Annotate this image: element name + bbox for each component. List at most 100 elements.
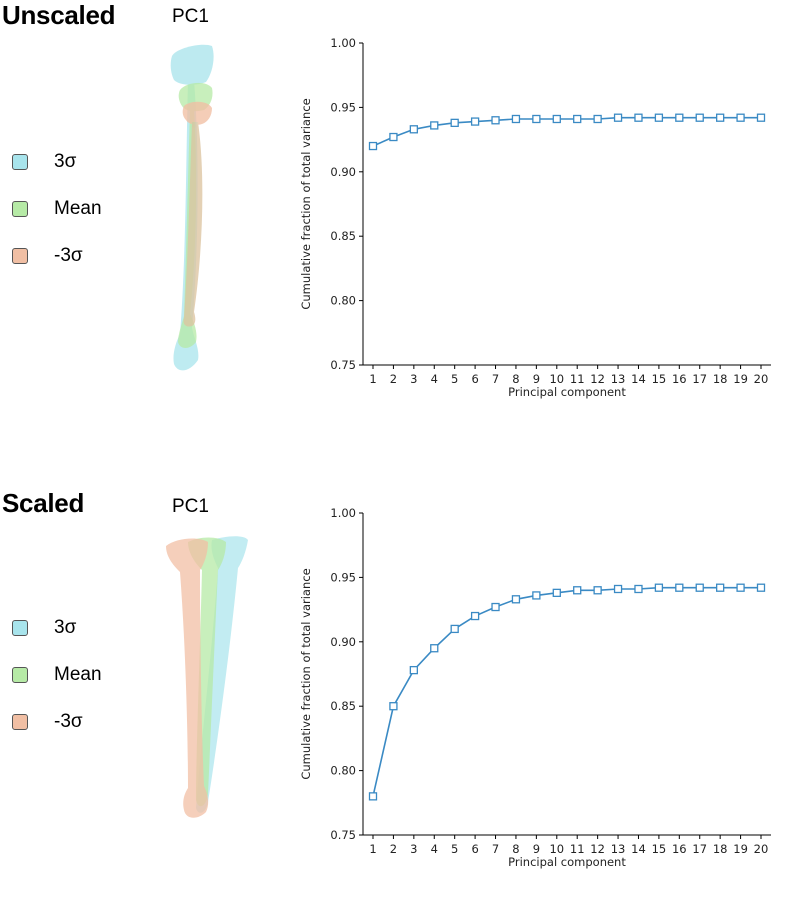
x-tick-label: 13 [611, 842, 626, 856]
panel-scaled: Scaled PC1 3σ Mean -3σ 0.75 0.80 0.85 0.90 0… [0, 466, 788, 906]
data-point-marker [593, 586, 602, 595]
data-point-marker [491, 116, 500, 125]
legend-item-minus3sigma: -3σ [12, 244, 102, 268]
legend-label: 3σ [54, 151, 77, 172]
x-tick-label: 16 [672, 372, 687, 386]
data-point-marker [389, 702, 398, 711]
data-point-marker [511, 595, 521, 604]
x-tick-label: 1 [369, 372, 376, 386]
legend: 3σ Mean -3σ [12, 150, 102, 291]
legend-item-mean: Mean [12, 663, 102, 687]
x-tick-label: 20 [754, 842, 769, 856]
x-tick-label: 9 [533, 372, 540, 386]
y-tick-label: 1.00 [330, 506, 356, 520]
x-tick-label: 7 [492, 372, 499, 386]
x-tick-label: 20 [754, 372, 769, 386]
x-tick-label: 2 [390, 372, 397, 386]
legend-swatch [12, 201, 28, 217]
data-point-marker [532, 591, 541, 600]
x-tick-label: 17 [692, 842, 707, 856]
legend-swatch [12, 714, 28, 730]
data-point-marker [470, 611, 480, 621]
data-point-marker [532, 114, 541, 124]
legend-label: Mean [54, 198, 102, 219]
data-point-marker [368, 792, 378, 801]
x-tick-label: 11 [570, 372, 585, 386]
data-point-marker [409, 665, 418, 675]
y-tick-label: 1.00 [330, 36, 356, 50]
x-tick-label: 15 [652, 372, 667, 386]
legend-item-mean: Mean [12, 197, 102, 221]
data-point-marker [470, 117, 480, 126]
data-point-marker [450, 118, 459, 128]
x-tick-label: 13 [611, 372, 626, 386]
legend-swatch [12, 667, 28, 683]
data-point-marker [654, 113, 664, 122]
y-tick-label: 0.80 [330, 294, 356, 308]
legend-label: Mean [54, 664, 102, 685]
x-tick-label: 19 [733, 372, 748, 386]
data-point-marker [675, 583, 684, 592]
legend-item-minus3sigma: -3σ [12, 710, 102, 734]
section-title: Scaled [2, 488, 85, 518]
bone-shape-illustration [166, 536, 248, 818]
data-point-marker [654, 583, 664, 592]
legend-label: -3σ [54, 711, 83, 732]
data-point-marker [716, 113, 725, 122]
data-point-marker [716, 583, 725, 592]
x-tick-label: 17 [692, 372, 707, 386]
data-point-marker [736, 113, 745, 122]
data-point-marker [756, 113, 766, 122]
y-tick-label: 0.90 [330, 635, 356, 649]
bone-minus3sigma [182, 101, 212, 327]
x-tick-label: 15 [652, 842, 667, 856]
x-axis-label: Principal component [508, 855, 626, 869]
x-tick-label: 4 [431, 842, 438, 856]
x-tick-label: 9 [533, 842, 540, 856]
bone-shape-illustration [170, 44, 214, 371]
data-point-marker [695, 583, 704, 592]
data-point-marker [573, 114, 582, 124]
x-tick-label: 4 [431, 372, 438, 386]
legend-label: -3σ [54, 245, 83, 266]
legend-swatch [12, 154, 28, 170]
data-point-marker [573, 586, 582, 595]
y-axis-label: Cumulative fraction of total variance [299, 568, 313, 779]
data-point-marker [736, 583, 745, 592]
data-point-marker [675, 113, 684, 122]
data-point-marker [430, 121, 439, 130]
y-tick-label: 0.95 [330, 100, 356, 114]
series-line [372, 586, 761, 797]
x-tick-label: 3 [410, 372, 417, 386]
y-tick-label: 0.95 [330, 570, 356, 584]
x-tick-label: 2 [390, 842, 397, 856]
chart-unscaled: 0.750.800.850.900.951.001 2 3 4 5 6 7 8 9 10 11 12 1… [299, 36, 771, 399]
x-tick-label: 3 [410, 842, 417, 856]
x-tick-label: 18 [713, 842, 728, 856]
x-tick-label: 10 [549, 842, 564, 856]
x-axis-label: Principal component [508, 385, 626, 399]
x-tick-label: 8 [512, 842, 519, 856]
data-point-marker [634, 113, 643, 122]
section-title: Unscaled [2, 0, 116, 30]
x-tick-label: 8 [512, 372, 519, 386]
data-point-marker [695, 113, 704, 122]
x-tick-label: 10 [549, 372, 564, 386]
y-tick-label: 0.85 [330, 229, 356, 243]
y-axis-label: Cumulative fraction of total variance [299, 98, 313, 309]
legend-item-plus3sigma: 3σ [12, 616, 102, 640]
data-point-marker [491, 602, 500, 612]
legend-item-plus3sigma: 3σ [12, 150, 102, 174]
legend-swatch [12, 620, 28, 636]
data-point-marker [756, 583, 766, 592]
data-point-marker [409, 125, 418, 134]
x-tick-label: 5 [451, 372, 458, 386]
chart-scaled: 0.750.800.850.900.951.001 2 3 4 5 6 7 8 9 10 11 12 1… [299, 506, 771, 869]
x-tick-label: 18 [713, 372, 728, 386]
panel-unscaled: Unscaled PC1 3σ Mean -3σ 0.75 0.80 0.85 0.9 [0, 0, 788, 440]
x-tick-label: 12 [590, 372, 605, 386]
x-tick-label: 1 [369, 842, 376, 856]
legend-swatch [12, 248, 28, 264]
x-tick-label: 14 [631, 842, 646, 856]
data-point-marker [430, 644, 439, 653]
